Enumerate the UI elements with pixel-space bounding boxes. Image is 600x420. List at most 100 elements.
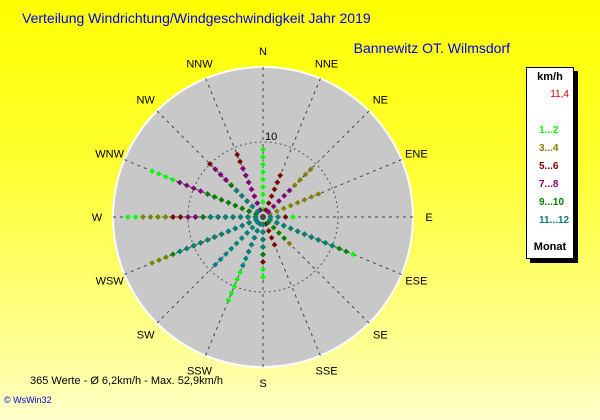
data-point <box>280 205 287 212</box>
data-point <box>232 225 239 232</box>
data-point <box>204 191 211 197</box>
data-point <box>239 205 246 212</box>
data-point <box>254 228 261 234</box>
data-point <box>276 230 282 236</box>
data-point <box>252 214 259 220</box>
data-point <box>260 274 266 280</box>
data-point <box>277 172 284 179</box>
data-point <box>162 214 169 220</box>
data-point <box>237 269 243 276</box>
data-point <box>239 222 246 229</box>
data-point <box>163 173 169 180</box>
data-point <box>294 199 301 206</box>
data-point <box>260 184 266 190</box>
chart-title: Verteilung Windrichtung/Windgeschwindigk… <box>22 10 371 26</box>
data-point <box>200 214 206 220</box>
data-point <box>190 242 197 249</box>
data-point <box>204 237 211 243</box>
direction-label-wsw: WSW <box>96 276 125 288</box>
data-point <box>302 171 309 178</box>
data-point <box>286 187 293 194</box>
data-point <box>307 166 314 173</box>
data-point <box>170 176 176 183</box>
data-point <box>271 186 278 193</box>
data-point <box>232 202 239 209</box>
data-point <box>225 199 232 206</box>
data-point <box>260 161 266 168</box>
data-point <box>125 214 131 220</box>
station-name: Bannewitz OT. Wilmsdorf <box>353 40 510 56</box>
data-point <box>190 185 197 192</box>
data-point <box>230 214 236 220</box>
legend: km/h 11,4 1...2 3...4 5...6 7...8 9...10… <box>526 67 574 259</box>
data-point <box>192 214 199 220</box>
data-point <box>286 240 293 247</box>
data-point <box>260 221 266 228</box>
data-point <box>225 297 232 303</box>
data-point <box>260 176 266 183</box>
data-point <box>231 283 238 290</box>
data-point <box>228 290 235 297</box>
direction-label-e: E <box>425 212 432 224</box>
data-point <box>260 229 266 235</box>
data-point <box>212 166 219 173</box>
data-point <box>260 236 266 243</box>
legend-item: 5...6 <box>539 161 559 172</box>
data-point <box>270 224 277 231</box>
data-point <box>242 255 249 262</box>
data-point <box>329 242 336 249</box>
direction-label-ne: NE <box>373 95 388 107</box>
data-point <box>163 254 169 261</box>
data-point <box>274 219 280 226</box>
data-point <box>197 188 204 194</box>
data-point <box>225 228 232 235</box>
data-point <box>301 196 308 203</box>
data-point <box>274 208 280 215</box>
direction-label-ese: ESE <box>405 276 427 288</box>
data-point <box>170 214 176 220</box>
direction-label-ssw: SSW <box>187 365 213 377</box>
data-point <box>270 203 277 210</box>
data-point <box>183 245 190 252</box>
data-point <box>248 241 255 248</box>
data-point <box>308 234 315 240</box>
data-point <box>244 230 250 236</box>
data-point <box>290 214 296 220</box>
data-point <box>260 146 266 153</box>
data-point <box>245 179 252 186</box>
data-point <box>280 222 287 229</box>
direction-label-sse: SSE <box>316 365 338 377</box>
data-point <box>207 161 213 167</box>
legend-item: 7...8 <box>539 179 559 190</box>
data-point <box>260 199 266 205</box>
data-point <box>287 225 294 232</box>
data-point <box>254 200 261 206</box>
data-point <box>223 177 229 183</box>
data-point <box>140 214 146 220</box>
data-point <box>218 196 225 203</box>
data-points <box>125 146 356 303</box>
data-point <box>228 182 235 189</box>
data-point <box>233 240 240 247</box>
data-point <box>246 219 252 226</box>
direction-label-wnw: WNW <box>95 148 124 160</box>
data-point <box>156 257 162 263</box>
direction-label-ene: ENE <box>405 148 428 160</box>
data-point <box>147 214 154 220</box>
data-point <box>217 171 224 178</box>
data-point <box>155 214 161 220</box>
data-point <box>170 251 176 258</box>
data-point <box>217 256 224 263</box>
data-point <box>234 276 240 283</box>
legend-unit: km/h <box>537 71 563 83</box>
data-point <box>197 240 204 246</box>
data-point <box>249 203 256 210</box>
data-point <box>291 182 298 189</box>
direction-label-nw: NW <box>136 95 155 107</box>
radial-scale-label: 10 <box>265 131 277 143</box>
direction-label-nne: NNE <box>315 59 338 71</box>
data-point <box>149 168 155 174</box>
data-point <box>246 208 252 215</box>
data-point <box>233 187 240 194</box>
